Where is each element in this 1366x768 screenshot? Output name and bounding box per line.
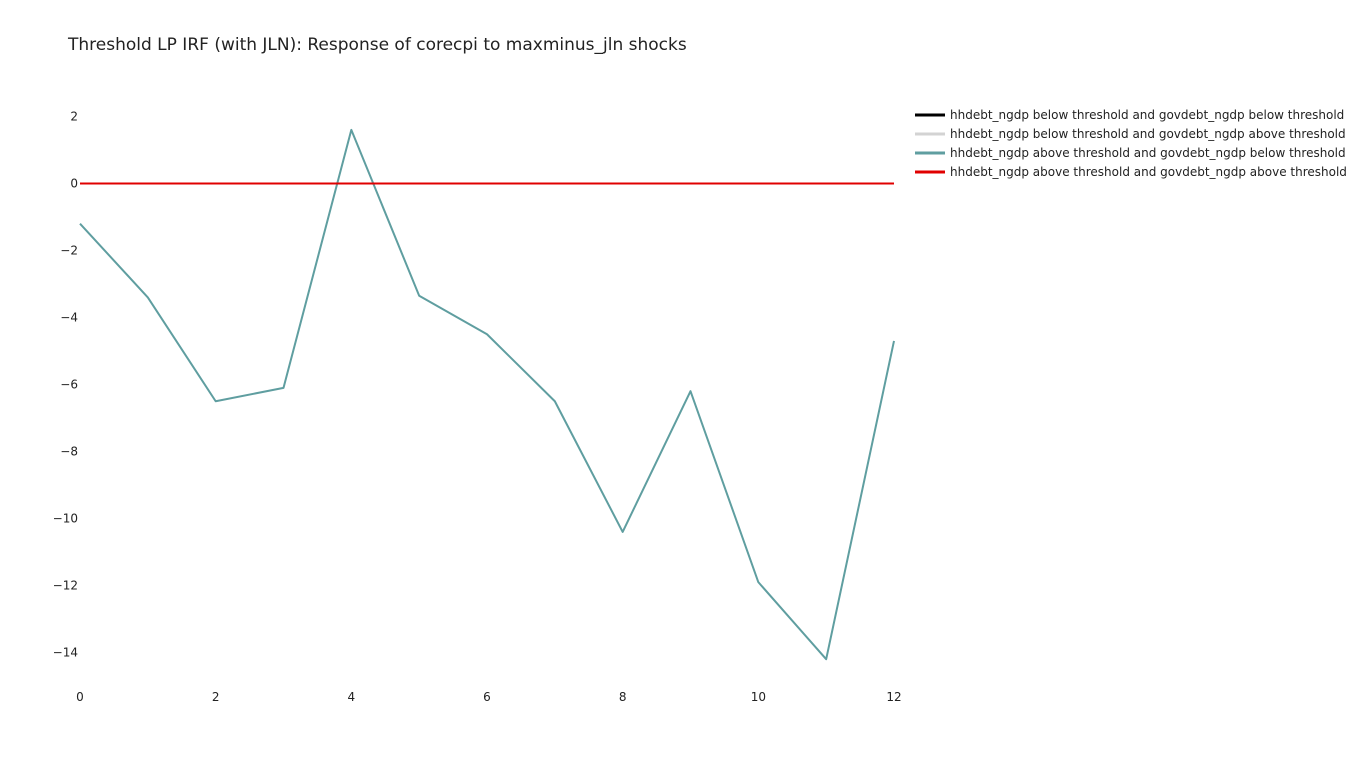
x-tick-label: 10 bbox=[751, 690, 766, 704]
x-tick-label: 0 bbox=[76, 690, 84, 704]
series-line-3 bbox=[79, 128, 895, 661]
x-tick-label: 4 bbox=[348, 690, 356, 704]
legend-item[interactable]: hhdebt_ngdp above threshold and govdebt_… bbox=[915, 165, 1347, 179]
plot-area bbox=[79, 128, 895, 661]
y-tick-label: 2 bbox=[70, 110, 78, 124]
chart-title: Threshold LP IRF (with JLN): Response of… bbox=[67, 35, 687, 55]
y-tick-label: −12 bbox=[53, 579, 78, 593]
legend-label: hhdebt_ngdp above threshold and govdebt_… bbox=[950, 165, 1347, 179]
legend-item[interactable]: hhdebt_ngdp below threshold and govdebt_… bbox=[915, 127, 1346, 141]
legend-label: hhdebt_ngdp below threshold and govdebt_… bbox=[950, 127, 1346, 141]
x-tick-label: 12 bbox=[886, 690, 901, 704]
legend-item[interactable]: hhdebt_ngdp above threshold and govdebt_… bbox=[915, 146, 1346, 160]
x-tick-label: 6 bbox=[483, 690, 491, 704]
y-axis-ticks: 2 0 −2 −4 −6 −8 −10 −12 −14 bbox=[53, 110, 78, 660]
x-axis-ticks: 0 2 4 6 8 10 12 bbox=[76, 690, 901, 704]
x-tick-label: 8 bbox=[619, 690, 627, 704]
y-tick-label: −2 bbox=[60, 244, 78, 258]
y-tick-label: 0 bbox=[70, 177, 78, 191]
legend-item[interactable]: hhdebt_ngdp below threshold and govdebt_… bbox=[915, 108, 1344, 122]
y-tick-label: −8 bbox=[60, 445, 78, 459]
y-tick-label: −4 bbox=[60, 311, 78, 325]
legend[interactable]: hhdebt_ngdp below threshold and govdebt_… bbox=[915, 108, 1347, 179]
legend-label: hhdebt_ngdp above threshold and govdebt_… bbox=[950, 146, 1346, 160]
y-tick-label: −14 bbox=[53, 646, 78, 660]
x-tick-label: 2 bbox=[212, 690, 220, 704]
y-tick-label: −10 bbox=[53, 512, 78, 526]
y-tick-label: −6 bbox=[60, 378, 78, 392]
legend-label: hhdebt_ngdp below threshold and govdebt_… bbox=[950, 108, 1344, 122]
